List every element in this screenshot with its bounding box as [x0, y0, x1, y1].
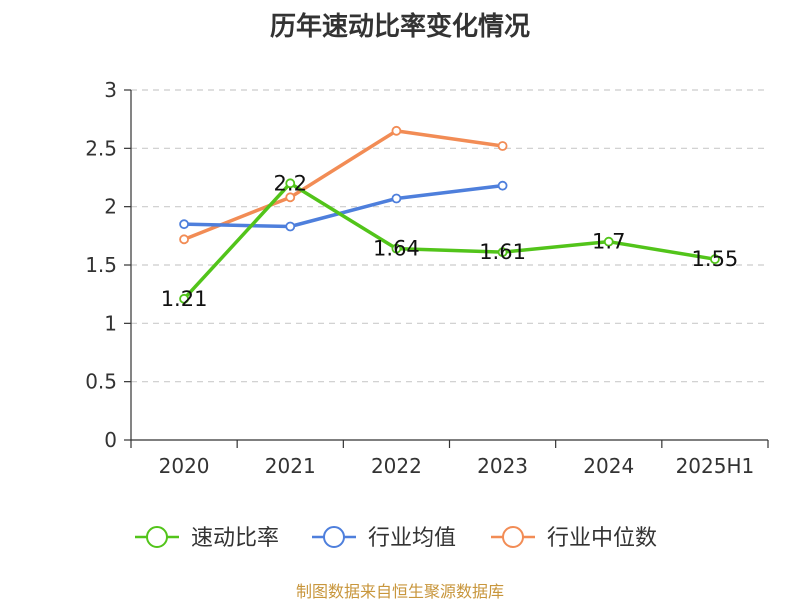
y-tick-label: 1: [104, 311, 117, 335]
legend-label: 行业均值: [368, 526, 456, 551]
x-tick-label: 2023: [477, 454, 528, 478]
y-tick-label: 1.5: [85, 253, 117, 277]
data-point: [497, 247, 508, 258]
data-point: [603, 236, 614, 247]
data-point: [179, 234, 189, 245]
x-tick-label: 2025H1: [676, 454, 755, 478]
y-tick-label: 0.5: [85, 370, 117, 394]
series-line-0: [182, 181, 716, 301]
data-label: 1.61: [479, 240, 526, 264]
data-labels: 1.21 2.2 1.64 1.61 1.7 1.55: [161, 171, 739, 311]
data-label: 2.2: [274, 171, 307, 195]
x-tick-label: 2020: [159, 454, 210, 478]
y-tick-label: 0: [104, 428, 117, 452]
data-label: 1.64: [373, 237, 420, 261]
data-point: [285, 221, 296, 232]
data-point: [179, 293, 189, 304]
y-tick-label: 2.5: [85, 136, 117, 160]
series-line-1: [184, 183, 503, 229]
data-point: [497, 141, 508, 151]
axes: 0 0.5 1 1.5 2 2.5 3 2020 2021 2022 2023 2024 2025H1: [85, 78, 769, 478]
source-note: 制图数据来自恒生聚源数据库: [295, 582, 504, 601]
x-tick-label: 2021: [265, 454, 316, 478]
legend-marker: [323, 526, 345, 548]
gridlines: [131, 89, 768, 383]
legend-label: 行业中位数: [547, 526, 657, 551]
data-label: 1.55: [692, 247, 739, 271]
data-label: 1.21: [161, 287, 208, 311]
data-point: [285, 192, 296, 203]
data-label: 1.7: [592, 230, 625, 254]
legend-marker: [502, 526, 524, 548]
data-point: [391, 243, 402, 254]
chart-title: 历年速动比率变化情况: [269, 12, 530, 42]
x-tick-label: 2024: [583, 454, 634, 478]
data-point: [497, 180, 508, 191]
data-point: [391, 193, 402, 204]
legend-label: 速动比率: [191, 526, 279, 551]
series-line-2: [183, 129, 503, 241]
y-tick-label: 3: [104, 78, 117, 102]
series-lines: [179, 125, 720, 304]
data-point: [285, 178, 296, 189]
legend: 速动比率 行业均值 行业中位数: [135, 526, 657, 551]
data-point: [179, 219, 189, 230]
y-tick-label: 2: [104, 195, 117, 219]
data-point: [710, 254, 720, 265]
data-point: [391, 125, 402, 136]
legend-marker: [146, 526, 168, 548]
x-tick-label: 2022: [371, 454, 422, 478]
